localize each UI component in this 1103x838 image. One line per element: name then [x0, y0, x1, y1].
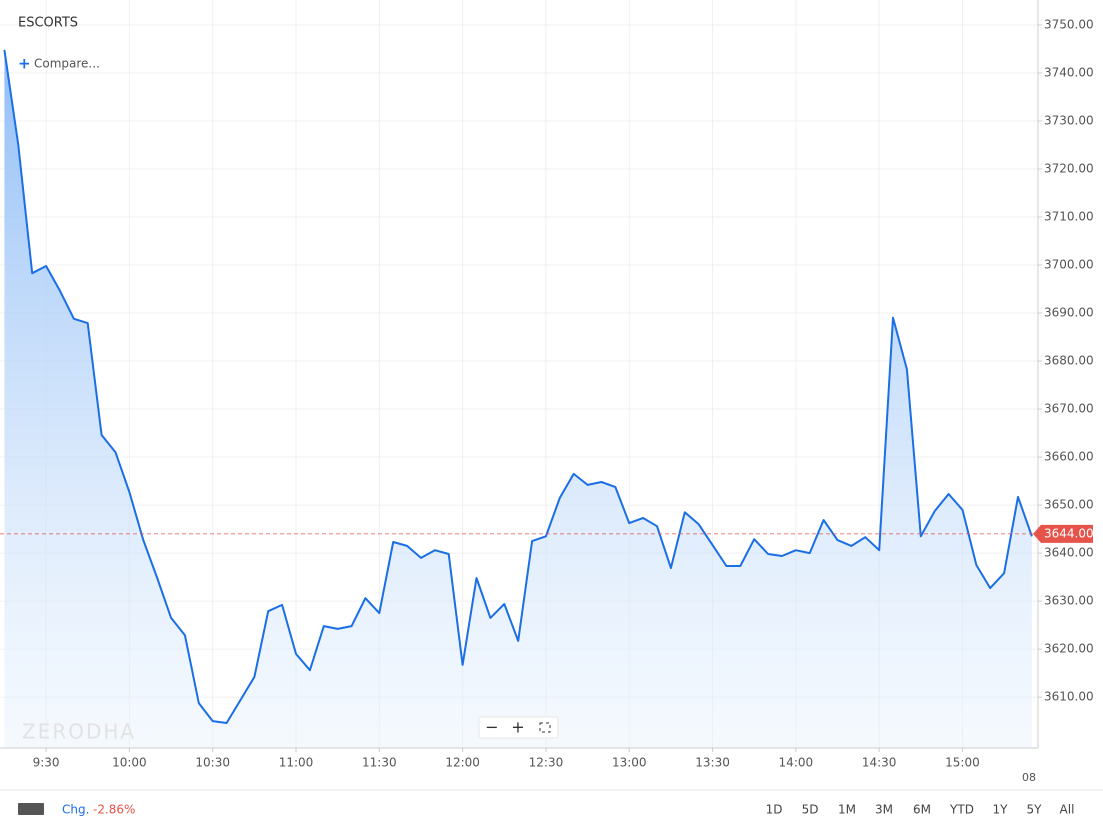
range-button[interactable]: 3M: [875, 803, 893, 817]
fullscreen-button[interactable]: [539, 722, 551, 733]
y-tick-label: 3620.00: [1044, 642, 1094, 656]
plot: [3, 49, 1033, 748]
x-tick-label: 12:30: [529, 756, 564, 770]
zoom-out[interactable]: −: [485, 718, 498, 737]
y-tick-label: 3670.00: [1044, 402, 1094, 416]
symbol: ESCORTS: [18, 16, 78, 31]
y-tick-label: 3730.00: [1044, 113, 1094, 127]
range-button[interactable]: 1Y: [993, 803, 1009, 817]
y-tick-label: 3680.00: [1044, 354, 1094, 368]
change-value: -2.86%: [93, 803, 135, 817]
x-tick-label: 15:00: [945, 756, 980, 770]
zoom-panel: [478, 716, 559, 739]
x-tick-label: 14:30: [862, 756, 897, 770]
x-tick-label: 9:30: [33, 756, 60, 770]
last-price-label: 3644.00: [1044, 526, 1094, 540]
x-tick-label: 13:30: [695, 756, 730, 770]
x-tick-label: 08: [1022, 771, 1036, 784]
x-tick-label: 11:00: [279, 756, 314, 770]
change-label: Chg.: [62, 803, 89, 817]
keyboard-icon[interactable]: [18, 803, 44, 815]
range-button[interactable]: YTD: [949, 803, 974, 817]
range-button[interactable]: 1M: [838, 803, 856, 817]
y-tick-label: 3740.00: [1044, 65, 1094, 79]
compare-button[interactable]: Compare...: [34, 57, 100, 71]
x-tick-label: 14:00: [779, 756, 814, 770]
zoom-in[interactable]: +: [511, 718, 524, 737]
y-tick-label: 3640.00: [1044, 546, 1094, 560]
range-button[interactable]: 5D: [802, 803, 819, 817]
y-tick-label: 3630.00: [1044, 594, 1094, 608]
x-tick-label: 11:30: [362, 756, 397, 770]
area: [4, 49, 1032, 748]
watermark: ZERODHA: [22, 720, 136, 744]
y-tick-label: 3750.00: [1044, 17, 1094, 31]
range-button[interactable]: 6M: [913, 803, 931, 817]
compare-plus[interactable]: +: [18, 55, 31, 73]
y-tick-label: 3650.00: [1044, 498, 1094, 512]
x-tick-label: 12:00: [445, 756, 480, 770]
last-price-tag: [1033, 524, 1093, 543]
x-tick-label: 13:00: [612, 756, 647, 770]
price-line: [3, 49, 1033, 724]
range-button[interactable]: 1D: [766, 803, 783, 817]
y-tick-label: 3710.00: [1044, 210, 1094, 224]
y-tick-label: 3700.00: [1044, 258, 1094, 272]
y-tick-label: 3610.00: [1044, 690, 1094, 704]
y-tick-label: 3660.00: [1044, 450, 1094, 464]
x-tick-label: 10:30: [195, 756, 230, 770]
y-tick-label: 3690.00: [1044, 306, 1094, 320]
y-tick-label: 3720.00: [1044, 161, 1094, 175]
range-button[interactable]: All: [1060, 803, 1075, 817]
range-button[interactable]: 5Y: [1027, 803, 1043, 817]
x-tick-label: 10:00: [112, 756, 147, 770]
